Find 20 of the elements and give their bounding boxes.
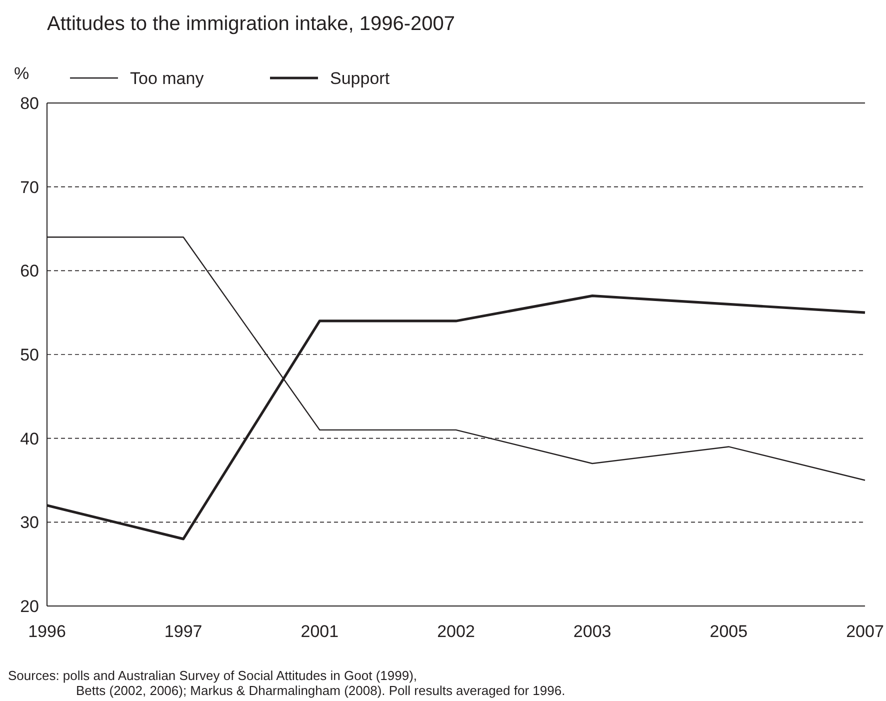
y-tick-label: 80 [20, 94, 39, 113]
chart-title: Attitudes to the immigration intake, 1996-2007 [47, 13, 456, 35]
x-tick-label: 2001 [300, 622, 339, 641]
x-tick-label: 2003 [573, 622, 612, 641]
source-note: Sources: polls and Australian Survey of Social Attitudes in Goot (1999), [8, 668, 418, 683]
y-tick-label: 50 [20, 346, 39, 364]
y-axis-title: % [14, 64, 30, 83]
y-tick-label: 40 [20, 429, 39, 448]
x-tick-label: 2005 [710, 622, 748, 641]
x-tick-label: 2007 [846, 622, 884, 641]
legend-label: Support [330, 69, 390, 88]
x-tick-label: 1996 [28, 622, 66, 641]
y-tick-label: 30 [20, 513, 39, 532]
y-tick-label: 60 [20, 262, 39, 281]
x-tick-label: 2002 [437, 622, 475, 641]
x-tick-label: 1997 [164, 622, 202, 641]
y-tick-label: 70 [20, 178, 39, 197]
text: Betts (2002, 2006); Markus & Dharmalingham (2008). Poll results averaged for 1996. [76, 683, 566, 698]
legend-label: Too many [130, 69, 204, 88]
y-tick-label: 20 [20, 597, 39, 616]
